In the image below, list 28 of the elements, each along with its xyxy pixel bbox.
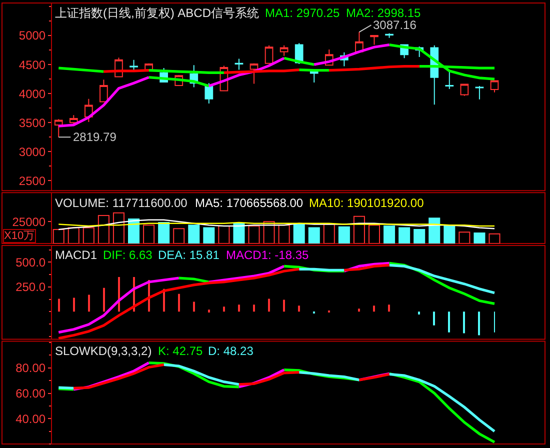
chart-title: SLOWKD(9,3,3,2) [55, 344, 152, 358]
y-tick-label: 25000 [12, 214, 46, 229]
chart-title: MACD1 [55, 248, 98, 262]
y-tick-label: 3000 [18, 144, 46, 159]
chart-title: VOLUME: 117711600.00 [55, 196, 188, 210]
series-label: D: 48.23 [208, 344, 254, 358]
annotation: MACD1: -18.35 [226, 248, 310, 262]
y-tick-label: 2500 [18, 174, 46, 188]
y-tick-label: 5000 [18, 28, 46, 43]
y-tick-label: 4000 [18, 86, 46, 101]
series-label: MA10: 190101920.00 [309, 196, 424, 210]
series-label: K: 42.75 [158, 344, 204, 358]
y-axis-title: X10万 [4, 230, 35, 242]
text: DIF: 6.63 [103, 248, 153, 262]
y-tick-label: 250.0 [16, 280, 46, 294]
y-tick-label: 4500 [18, 58, 46, 72]
annotation: 2819.79 [73, 130, 117, 144]
text: DEA: 15.81 [158, 248, 220, 262]
series-label: MA5: 170665568.00 [195, 196, 304, 210]
y-tick-label: 40.00 [16, 412, 46, 426]
annotation: 3087.16 [373, 18, 417, 32]
y-tick-label: 80.00 [16, 361, 46, 376]
annotation: MA2: 2998.15 [346, 6, 422, 20]
chart-title: 上证指数(日线,前复权) ABCD信号系统 [55, 6, 259, 20]
annotation: MA1: 2970.25 [265, 6, 340, 20]
y-tick-label: 500.0 [16, 255, 46, 270]
y-tick-label: 60.00 [16, 386, 46, 400]
y-tick-label: 3500 [18, 116, 46, 130]
